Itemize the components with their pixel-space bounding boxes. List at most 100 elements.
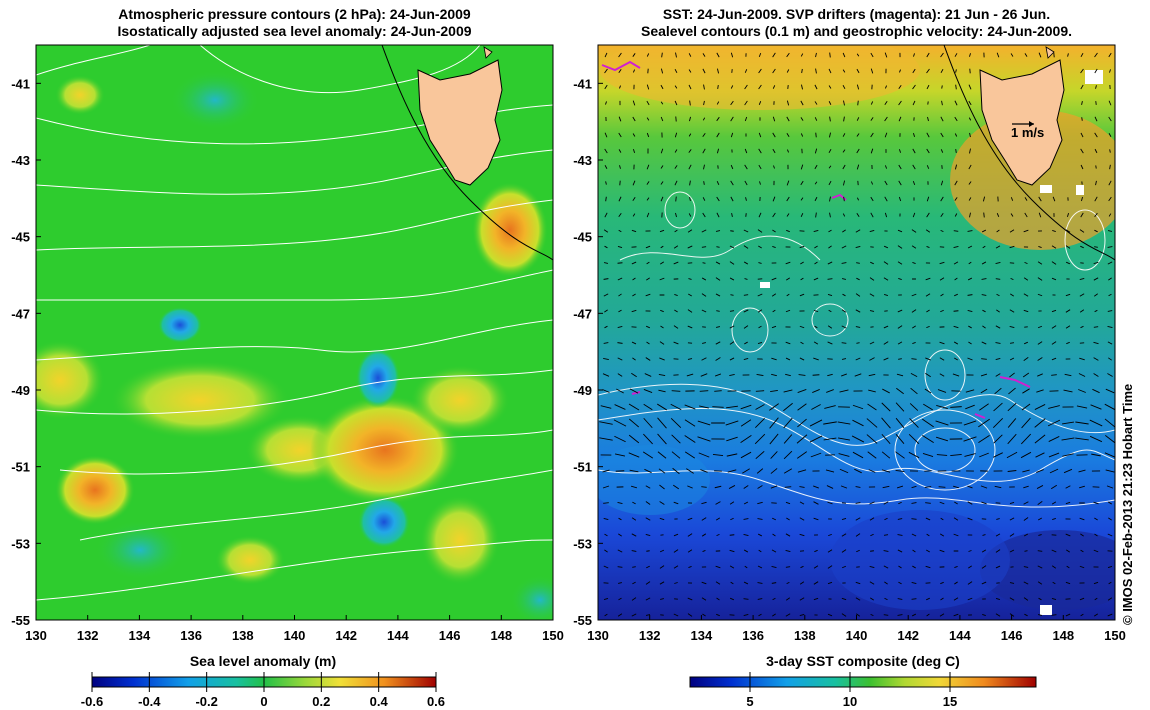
velocity-arrow: [617, 326, 623, 328]
velocity-arrow: [631, 550, 637, 552]
velocity-arrow: [1037, 581, 1043, 585]
velocity-arrow: [996, 213, 1000, 217]
velocity-arrow: [841, 517, 847, 521]
velocity-arrow: [995, 373, 1001, 377]
velocity-arrow: [940, 213, 944, 217]
velocity-arrow: [898, 565, 902, 569]
velocity-arrow: [716, 597, 720, 601]
velocity-arrow: [870, 196, 874, 202]
velocity-arrow: [1037, 325, 1043, 329]
velocity-arrow: [787, 149, 789, 153]
velocity-arrow: [717, 68, 719, 74]
velocity-arrow: [1093, 293, 1099, 297]
velocity-arrow: [660, 309, 664, 313]
velocity-arrow: [981, 261, 987, 265]
velocity-arrow: [632, 100, 636, 106]
sst-colorbar-label: 5: [746, 694, 753, 709]
velocity-arrow: [1052, 230, 1056, 232]
velocity-arrow: [1080, 164, 1084, 170]
velocity-arrow: [758, 549, 762, 553]
velocity-arrow: [884, 212, 888, 218]
velocity-arrow: [883, 245, 889, 249]
velocity-arrow: [883, 550, 889, 552]
velocity-arrow: [786, 229, 790, 233]
velocity-arrow: [674, 180, 678, 186]
velocity-arrow: [898, 149, 902, 153]
velocity-arrow: [701, 293, 707, 297]
velocity-arrow: [881, 451, 891, 459]
velocity-arrow: [884, 294, 888, 296]
velocity-arrow: [926, 212, 930, 218]
velocity-arrow: [827, 373, 833, 377]
velocity-arrow: [842, 149, 846, 153]
velocity-arrow: [1109, 149, 1111, 153]
velocity-arrow: [856, 164, 860, 170]
sst-map: 1 m/s: [598, 45, 1115, 620]
velocity-arrow: [631, 341, 637, 345]
velocity-arrow: [1108, 180, 1112, 186]
x-tick-label: 144: [387, 628, 409, 643]
velocity-arrow: [939, 277, 945, 281]
velocity-arrow: [729, 597, 735, 601]
sla-colorbar-label: 0.4: [370, 694, 389, 709]
velocity-arrow: [712, 406, 724, 408]
velocity-arrow: [1010, 197, 1014, 201]
velocity-arrow: [1079, 293, 1085, 297]
velocity-arrow: [897, 261, 903, 265]
velocity-arrow: [716, 132, 720, 138]
x-tick-label: 134: [691, 628, 713, 643]
x-tick-label: 140: [846, 628, 868, 643]
velocity-arrow: [687, 358, 693, 360]
velocity-arrow: [772, 85, 776, 89]
velocity-arrow: [941, 100, 943, 106]
velocity-arrow: [785, 341, 791, 345]
velocity-arrow: [926, 52, 930, 58]
velocity-arrow: [1108, 501, 1112, 505]
velocity-arrow: [867, 451, 877, 459]
sst-colorbar-ticks: 5 10 15: [746, 672, 957, 709]
velocity-arrow: [912, 565, 916, 569]
velocity-arrow: [1065, 261, 1071, 265]
velocity-arrow: [1035, 452, 1045, 458]
velocity-arrow: [868, 373, 876, 377]
velocity-arrow: [1079, 309, 1085, 313]
velocity-arrow: [968, 84, 972, 90]
velocity-arrow: [614, 404, 626, 410]
velocity-arrow: [856, 133, 860, 137]
velocity-arrow: [728, 485, 736, 489]
x-tick-label: 136: [180, 628, 202, 643]
velocity-arrow: [659, 565, 665, 569]
velocity-arrow: [1093, 613, 1099, 617]
velocity-arrow: [814, 325, 818, 329]
velocity-arrow: [927, 116, 929, 122]
velocity-arrow: [800, 261, 804, 265]
velocity-arrow: [744, 278, 748, 280]
velocity-arrow: [898, 196, 902, 202]
velocity-arrow: [953, 517, 959, 521]
velocity-arrow: [645, 614, 651, 616]
velocity-arrow: [969, 132, 971, 138]
velocity-arrow: [618, 582, 622, 584]
credit-text: © IMOS 02-Feb-2013 21:23 Hobart Time: [1120, 383, 1135, 625]
velocity-arrow: [813, 581, 819, 585]
velocity-arrow: [814, 148, 818, 154]
velocity-arrow: [770, 485, 778, 489]
velocity-arrow: [758, 262, 762, 264]
velocity-arrow: [675, 196, 677, 202]
velocity-arrow: [740, 451, 752, 459]
y-tick-label: -49: [11, 383, 30, 398]
velocity-arrow: [896, 387, 904, 395]
velocity-arrow: [702, 68, 706, 74]
velocity-arrow: [884, 165, 888, 169]
velocity-arrow: [1065, 245, 1071, 249]
velocity-arrow: [714, 373, 722, 377]
velocity-arrow: [841, 245, 847, 249]
velocity-arrow: [814, 181, 818, 185]
velocity-arrow: [979, 452, 989, 458]
velocity-arrow: [965, 389, 975, 393]
velocity-arrow: [1107, 341, 1113, 345]
velocity-arrow: [604, 148, 608, 154]
velocity-arrow: [898, 501, 902, 505]
velocity-arrow: [701, 501, 707, 505]
velocity-arrow: [646, 100, 650, 106]
